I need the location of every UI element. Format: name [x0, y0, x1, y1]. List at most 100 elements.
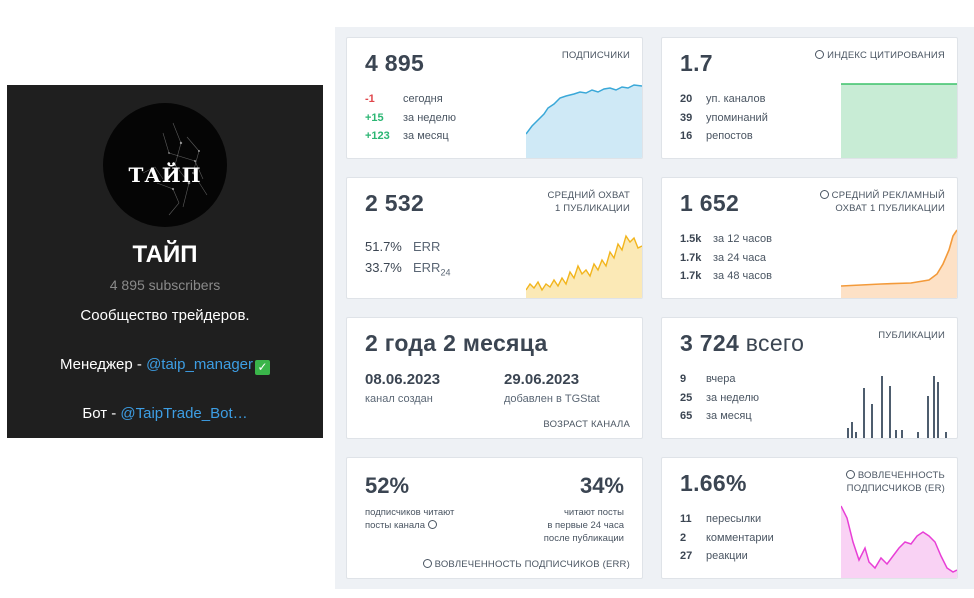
added-label: добавлен в TGStat	[504, 393, 600, 405]
added-block: 29.06.2023 добавлен в TGStat	[504, 371, 600, 405]
row-text: репостов	[706, 130, 753, 142]
engagement-right-note: читают посты в первые 24 часа после публ…	[544, 506, 624, 545]
reach-sparkline	[526, 234, 642, 298]
er-card[interactable]: 1.66% ВОВЛЕЧЕННОСТЬ ПОДПИСЧИКОВ (ER) 11 пе…	[661, 457, 958, 579]
row-num: 2	[680, 531, 687, 544]
posts-card[interactable]: 3 724 всего ПУБЛИКАЦИИ 9 вчера 25 за недел…	[661, 317, 958, 439]
row-num: -1	[365, 93, 375, 105]
list-item: -1 сегодня	[365, 90, 456, 109]
row-num: 27	[680, 550, 693, 562]
reach-rows: 51.7% ERR 33.7% ERR24	[365, 236, 450, 284]
er-label-line2: ПОДПИСЧИКОВ (ER)	[846, 483, 945, 494]
row-num: 33.7%	[365, 260, 402, 275]
ad-reach-card[interactable]: 1 652 СРЕДНИЙ РЕКЛАМНЫЙ ОХВАТ 1 ПУБЛИКАЦИ…	[661, 177, 958, 299]
er-label-line1-wrap: ВОВЛЕЧЕННОСТЬ	[845, 469, 945, 482]
posts-rows: 9 вчера 25 за неделю 65 за месяц	[680, 370, 759, 426]
ad-reach-label: СРЕДНИЙ РЕКЛАМНЫЙ ОХВАТ 1 ПУБЛИКАЦИИ	[819, 189, 945, 215]
row-text: сегодня	[403, 93, 443, 105]
avatar-logo-text: ТАЙП	[128, 163, 202, 187]
citation-label-wrap: ИНДЕКС ЦИТИРОВАНИЯ	[815, 49, 945, 62]
created-label: канал создан	[365, 393, 433, 405]
channel-description: Сообщество трейдеров.	[80, 307, 250, 324]
posts-value: 3 724	[680, 330, 740, 356]
er-value: 1.66%	[680, 470, 747, 496]
row-num: 1.7k	[680, 251, 702, 264]
reach-value: 2 532	[365, 190, 425, 216]
subscribers-card[interactable]: 4 895 ПОДПИСЧИКИ -1 сегодня +15 за неделю …	[346, 37, 643, 159]
posts-value-suffix: всего	[745, 330, 805, 356]
clock-icon	[815, 50, 825, 59]
row-num: 51.7%	[365, 239, 402, 254]
ad-reach-value: 1 652	[680, 190, 740, 216]
list-item: +15 за неделю	[365, 109, 456, 128]
age-label: ВОЗРАСТ КАНАЛА	[543, 419, 630, 430]
note-line: после публикации	[543, 533, 624, 544]
bot-link[interactable]: @TaipTrade_Bot…	[120, 405, 248, 422]
ad-reach-label-line1-wrap: СРЕДНИЙ РЕКЛАМНЫЙ	[819, 189, 945, 202]
engagement-card[interactable]: 52% подписчиков читают посты канала 34% …	[346, 457, 643, 579]
age-card[interactable]: 2 года 2 месяца 08.06.2023 канал создан …	[346, 317, 643, 439]
list-item: 65 за месяц	[680, 407, 759, 426]
list-item: 1.7k за 48 часов	[680, 267, 772, 286]
clock-icon	[427, 520, 437, 529]
list-item: 1.7k за 24 часа	[680, 249, 772, 268]
row-text: за 12 часов	[713, 233, 772, 245]
citation-card[interactable]: 1.7 ИНДЕКС ЦИТИРОВАНИЯ 20 уп. каналов 39 у…	[661, 37, 958, 159]
reach-card[interactable]: 2 532 СРЕДНИЙ ОХВАТ 1 ПУБЛИКАЦИИ 51.7% ERR…	[346, 177, 643, 299]
list-item: 2 комментарии	[680, 529, 774, 548]
reach-label-line1: СРЕДНИЙ ОХВАТ	[547, 190, 630, 201]
clock-icon	[845, 470, 855, 479]
list-item: 20 уп. каналов	[680, 90, 768, 109]
created-date: 08.06.2023	[365, 371, 441, 388]
channel-avatar[interactable]: ТАЙП	[103, 103, 227, 227]
reach-label-line2: 1 ПУБЛИКАЦИИ	[554, 203, 630, 214]
manager-link[interactable]: @taip_manager	[146, 356, 254, 373]
ad-reach-label-line2: ОХВАТ 1 ПУБЛИКАЦИИ	[835, 203, 945, 214]
row-text: ERR	[413, 239, 441, 254]
subscribers-rows: -1 сегодня +15 за неделю +123 за месяц	[365, 90, 456, 146]
age-value: 2 года 2 месяца	[365, 330, 548, 356]
row-text: упоминаний	[706, 111, 768, 124]
row-num: 1.5k	[680, 233, 702, 245]
row-text: за 48 часов	[713, 270, 772, 282]
note-line: посты канала	[365, 520, 426, 531]
note-line: читают посты	[563, 507, 624, 518]
row-text: уп. каналов	[706, 93, 766, 105]
row-num: 25	[680, 391, 693, 404]
er-rows: 11 пересылки 2 комментарии 27 реакции	[680, 510, 774, 566]
row-text: за неделю	[706, 391, 760, 404]
subscribers-label: ПОДПИСЧИКИ	[561, 50, 630, 61]
ad-reach-sparkline	[841, 229, 957, 298]
channel-card: ТАЙП ТАЙП 4 895 subscribers Сообщество т…	[7, 85, 323, 438]
added-date: 29.06.2023	[504, 371, 580, 388]
list-item: 33.7% ERR24	[365, 257, 450, 284]
note-line: в первые 24 часа	[547, 520, 624, 531]
row-text: за месяц	[706, 410, 752, 422]
row-num: 20	[680, 93, 693, 105]
row-num: 65	[680, 410, 693, 422]
row-num: +15	[365, 111, 384, 124]
bot-label: Бот -	[82, 405, 121, 422]
row-num: 11	[680, 513, 692, 525]
note-line: подписчиков читают	[365, 507, 455, 518]
er-label: ВОВЛЕЧЕННОСТЬ ПОДПИСЧИКОВ (ER)	[845, 469, 945, 495]
subscribers-value: 4 895	[365, 50, 425, 76]
row-text: за 24 часа	[713, 251, 766, 264]
row-num: +123	[365, 130, 390, 142]
ad-reach-label-line1: СРЕДНИЙ РЕКЛАМНЫЙ	[831, 190, 945, 201]
list-item: 27 реакции	[680, 547, 774, 566]
list-item: 39 упоминаний	[680, 109, 768, 128]
clock-icon	[422, 559, 432, 568]
engagement-right-pct: 34%	[579, 473, 624, 498]
subscribers-sparkline	[526, 84, 642, 158]
er-label-line1: ВОВЛЕЧЕННОСТЬ	[857, 470, 945, 481]
row-num: 1.7k	[680, 270, 702, 282]
row-text: за месяц	[403, 130, 449, 142]
list-item: 25 за неделю	[680, 389, 759, 408]
avatar-texture-icon	[142, 122, 208, 216]
channel-manager-line: Менеджер - @taip_manager ✓	[7, 356, 323, 375]
list-item: 16 репостов	[680, 127, 768, 146]
created-block: 08.06.2023 канал создан	[365, 371, 440, 405]
row-text: реакции	[706, 550, 748, 562]
